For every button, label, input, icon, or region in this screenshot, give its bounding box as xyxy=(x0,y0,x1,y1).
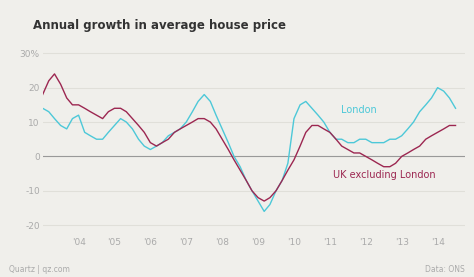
Text: Quartz | qz.com: Quartz | qz.com xyxy=(9,265,70,274)
Text: London: London xyxy=(341,105,376,115)
Text: Data: ONS: Data: ONS xyxy=(425,265,465,274)
Text: Annual growth in average house price: Annual growth in average house price xyxy=(33,19,286,32)
Text: UK excluding London: UK excluding London xyxy=(334,170,436,180)
